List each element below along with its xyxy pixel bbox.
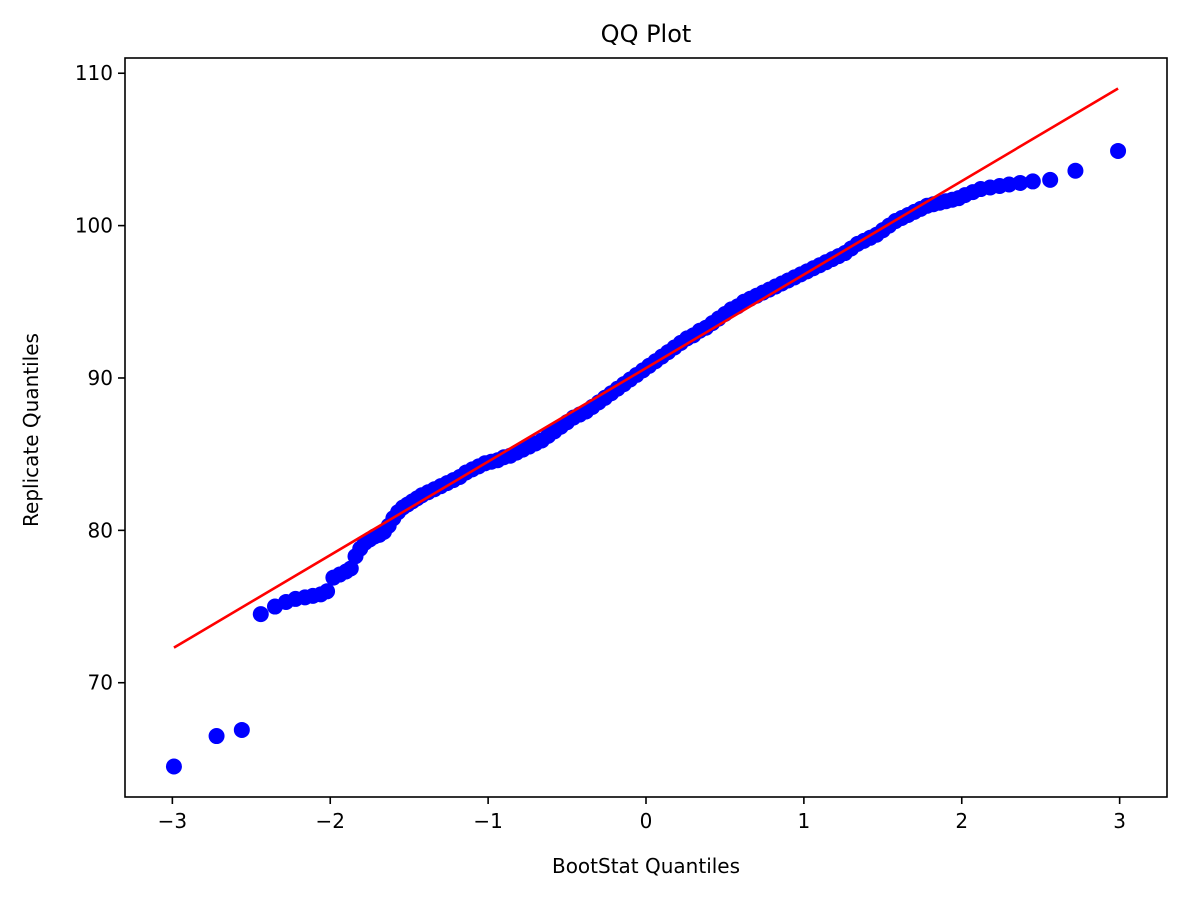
axes: −3 −2 −1 0 1 2 3 70 80 90 100 110 — [75, 57, 1168, 833]
qq-data-point — [1042, 171, 1059, 188]
y-axis-label: Replicate Quantiles — [19, 333, 43, 527]
qq-data-point — [1067, 162, 1084, 179]
x-tick-label: 2 — [955, 809, 968, 833]
y-tick-label: 80 — [88, 518, 113, 542]
qq-data-point — [1110, 142, 1127, 159]
qq-data-point — [165, 758, 182, 775]
qq-data-point — [1024, 173, 1041, 190]
qq-data-point — [1012, 174, 1029, 191]
x-tick-label: −1 — [473, 809, 502, 833]
plot-area — [125, 58, 1167, 797]
y-tick-label: 110 — [75, 61, 113, 85]
y-tick-label: 90 — [88, 366, 113, 390]
qq-data-point — [319, 583, 336, 600]
x-tick-label: 3 — [1113, 809, 1126, 833]
x-tick-label: 1 — [798, 809, 811, 833]
chart-title: QQ Plot — [601, 20, 692, 48]
x-axis-label: BootStat Quantiles — [552, 854, 740, 878]
x-tick-label: −3 — [158, 809, 187, 833]
qq-data-point — [252, 606, 269, 623]
x-tick-label: −2 — [316, 809, 345, 833]
plot-background — [125, 58, 1167, 797]
y-tick-label: 100 — [75, 214, 113, 238]
qq-data-point — [233, 721, 250, 738]
y-tick-label: 70 — [88, 671, 113, 695]
reference-line — [173, 87, 1119, 649]
qq-data-point — [342, 560, 359, 577]
data-marks — [165, 87, 1127, 775]
x-tick-label: 0 — [640, 809, 653, 833]
qq-data-point — [208, 728, 225, 745]
